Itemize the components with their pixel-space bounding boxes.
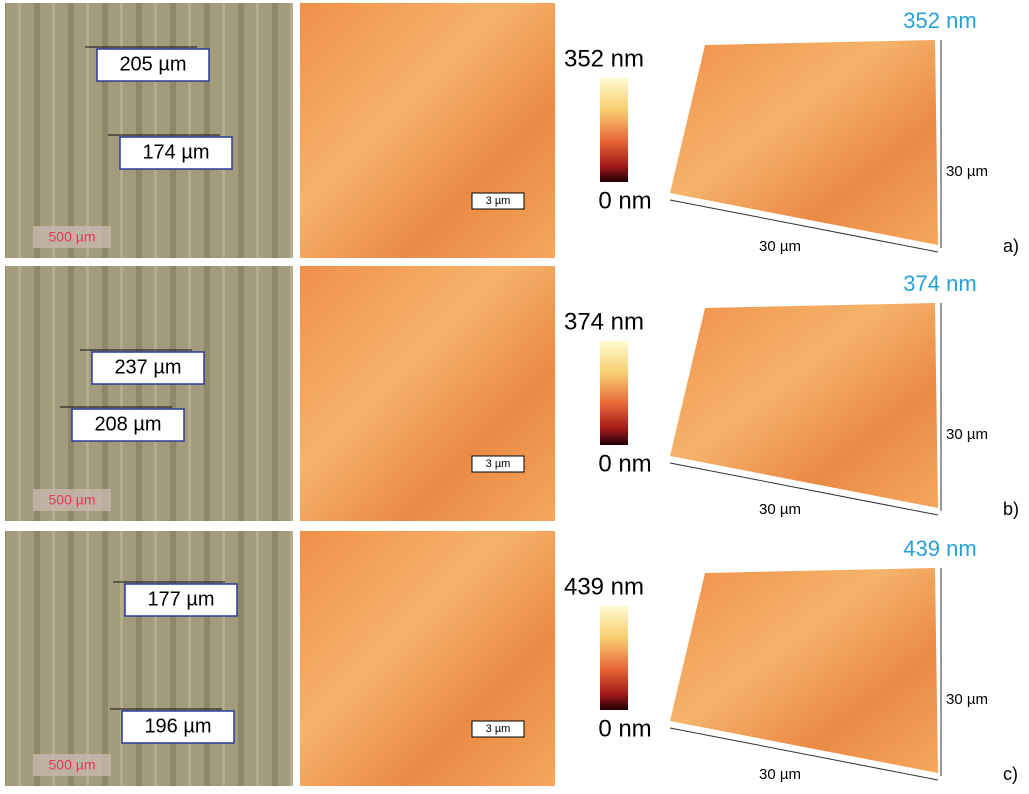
measurement: 174 µm: [142, 141, 209, 163]
afm-3d: [670, 40, 938, 245]
measurement: 237 µm: [114, 356, 181, 378]
colorbar: [600, 341, 628, 445]
afm-scale: 3 µm: [486, 723, 511, 735]
afm-3d-height: 352 nm: [903, 8, 976, 33]
afm-image: [300, 531, 555, 786]
afm-3d: [670, 568, 938, 773]
colorbar-max: 374 nm: [564, 308, 644, 335]
afm-3d-y-size: 30 µm: [946, 426, 988, 443]
panel-label: c): [1003, 764, 1018, 784]
panel-label: a): [1003, 236, 1019, 256]
afm-3d: [670, 303, 938, 508]
afm-3d-height: 439 nm: [903, 536, 976, 561]
measurement: 208 µm: [94, 413, 161, 435]
measurement: 177 µm: [147, 588, 214, 610]
measurement: 205 µm: [119, 53, 186, 75]
measurement: 196 µm: [144, 715, 211, 737]
figure: 205 µm 174 µm 500 µm 3 µm 352 nm 0 nm 352 nm 30…: [0, 0, 1029, 794]
scale-bar: 500 µm: [49, 757, 96, 773]
afm-3d-y-size: 30 µm: [946, 691, 988, 708]
afm-3d-x-size: 30 µm: [759, 501, 801, 518]
colorbar-min: 0 nm: [598, 715, 651, 742]
micrograph: [5, 531, 293, 786]
afm-3d-y-size: 30 µm: [946, 163, 988, 180]
colorbar-max: 352 nm: [564, 45, 644, 72]
scale-bar: 500 µm: [49, 492, 96, 508]
colorbar: [600, 606, 628, 710]
afm-3d-x-size: 30 µm: [759, 766, 801, 783]
afm-3d-x-size: 30 µm: [759, 238, 801, 255]
afm-scale: 3 µm: [486, 195, 511, 207]
colorbar-min: 0 nm: [598, 450, 651, 477]
panel-label: b): [1003, 499, 1019, 519]
colorbar: [600, 78, 628, 182]
afm-image: [300, 266, 555, 521]
micrograph: [5, 266, 293, 521]
colorbar-min: 0 nm: [598, 187, 651, 214]
colorbar-max: 439 nm: [564, 573, 644, 600]
scale-bar: 500 µm: [49, 229, 96, 245]
afm-image: [300, 3, 555, 258]
micrograph: [5, 3, 293, 258]
afm-scale: 3 µm: [486, 458, 511, 470]
afm-3d-height: 374 nm: [903, 271, 976, 296]
